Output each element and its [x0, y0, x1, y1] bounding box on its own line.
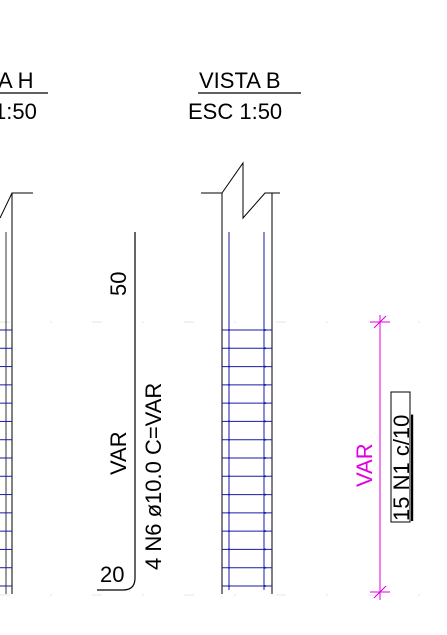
- rebar-dot: [228, 365, 230, 368]
- rebar-dot: [264, 347, 266, 350]
- right-view-scale-text: ESC 1:50: [188, 99, 282, 124]
- rebar-dot: [228, 402, 230, 405]
- rebar-dot: [228, 457, 230, 459]
- rebar-label: 4 N6 ø10.0 C=VAR: [141, 383, 166, 570]
- rebar-dot: [264, 329, 266, 331]
- rebar-dot: [228, 530, 230, 533]
- stirrup-dimension: VAR 15 N1 c/10: [352, 315, 414, 600]
- column-stirrups: [222, 329, 272, 587]
- left-view-title-text: A H: [0, 68, 33, 93]
- stirrup-label-box: [390, 391, 411, 523]
- rebar-dot: [264, 585, 266, 587]
- stirrup-dim-label: VAR: [352, 443, 377, 487]
- left-view-title: A H 1:50: [0, 68, 48, 124]
- rebar-dot: [264, 548, 266, 551]
- rebar-dot: [228, 511, 230, 514]
- left-stirrups: [0, 329, 12, 587]
- stirrup-label: 15 N1 c/10: [389, 415, 414, 521]
- right-view-title: VISTA B ESC 1:50: [188, 68, 301, 124]
- rebar-dot: [264, 420, 266, 423]
- rebar-dim-top: 50: [106, 272, 131, 296]
- rebar-dot: [228, 438, 230, 441]
- rebar-dot: [228, 585, 230, 587]
- rebar-dot: [228, 329, 230, 331]
- rebar-dot: [264, 475, 266, 478]
- rebar-dot: [264, 457, 266, 459]
- rebar-dot: [228, 383, 230, 386]
- left-view-scale-text: 1:50: [0, 99, 37, 124]
- rebar-dot: [264, 493, 266, 496]
- rebar-dot: [264, 530, 266, 533]
- rebar-dot: [228, 420, 230, 423]
- rebar-dot: [228, 347, 230, 350]
- rebar-dot: [264, 402, 266, 405]
- right-view-title-text: VISTA B: [199, 68, 281, 93]
- rebar-dim-bottom: 20: [100, 562, 124, 587]
- rebar-dot: [264, 511, 266, 514]
- rebar-dot: [264, 383, 266, 386]
- column-vista-b: [201, 161, 280, 594]
- left-column-partial: [0, 192, 33, 594]
- rebar-dot: [228, 548, 230, 551]
- rebar-dot: [228, 475, 230, 478]
- rebar-dot: [228, 566, 230, 569]
- rebar-dot: [264, 566, 266, 569]
- rebar-detail: 50 VAR 4 N6 ø10.0 C=VAR 20: [97, 232, 166, 591]
- rebar-dot: [228, 493, 230, 496]
- rebar-dot: [264, 438, 266, 441]
- rebar-dim-mid: VAR: [106, 431, 131, 475]
- rebar-dot: [264, 365, 266, 368]
